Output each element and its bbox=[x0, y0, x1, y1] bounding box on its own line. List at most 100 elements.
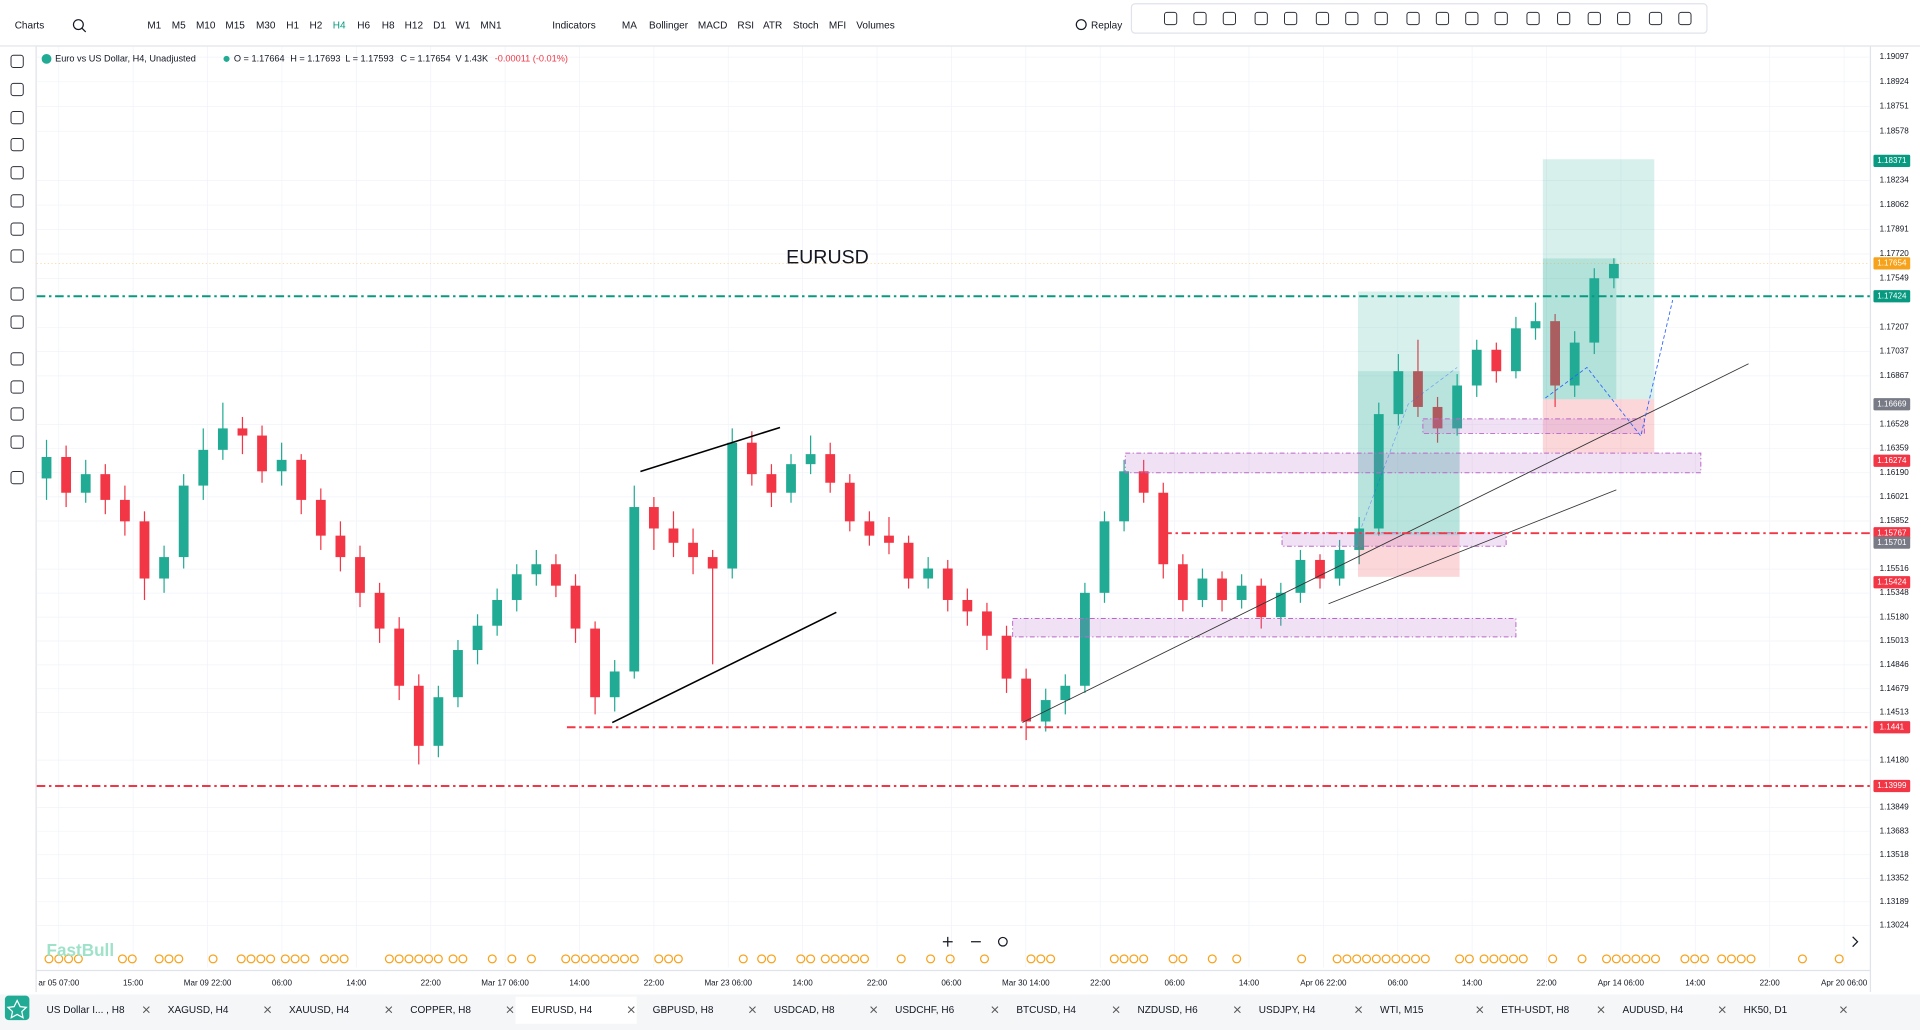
reset-view[interactable] bbox=[997, 936, 1008, 947]
timeframe-button[interactable]: D1 bbox=[433, 20, 446, 31]
event-icon bbox=[1479, 954, 1489, 964]
drawing-tool[interactable] bbox=[1406, 11, 1420, 26]
tab-close[interactable] bbox=[1718, 1006, 1726, 1014]
timeframe-button[interactable]: M1 bbox=[147, 20, 161, 31]
tab[interactable]: COPPER, H8 bbox=[410, 1005, 471, 1016]
drawing-tool[interactable] bbox=[1494, 11, 1508, 26]
tab-close[interactable] bbox=[506, 1006, 514, 1014]
tab[interactable]: GBPUSD, H8 bbox=[653, 1005, 714, 1016]
tab[interactable]: USDCHF, H6 bbox=[895, 1005, 955, 1016]
tab-close[interactable] bbox=[627, 1006, 635, 1014]
replay-button[interactable]: Replay bbox=[1091, 20, 1122, 31]
event-icon bbox=[54, 954, 64, 964]
tab[interactable]: USDCAD, H8 bbox=[774, 1005, 835, 1016]
timeframe-button[interactable]: H8 bbox=[382, 20, 395, 31]
study-button[interactable]: Stoch bbox=[793, 20, 819, 31]
zoom-in[interactable] bbox=[942, 936, 953, 947]
tab-close[interactable] bbox=[385, 1006, 393, 1014]
study-button[interactable]: MACD bbox=[698, 20, 728, 31]
timeframe-button[interactable]: W1 bbox=[455, 20, 470, 31]
drawing-tool[interactable] bbox=[1465, 11, 1479, 26]
drawing-tool[interactable] bbox=[1374, 11, 1388, 26]
tab-close[interactable] bbox=[749, 1006, 756, 1014]
left-tool[interactable] bbox=[10, 435, 24, 449]
drawing-tool[interactable] bbox=[1222, 11, 1237, 26]
tab-close[interactable] bbox=[1112, 1006, 1120, 1014]
left-tool[interactable] bbox=[10, 407, 24, 421]
left-tool[interactable] bbox=[10, 82, 24, 97]
drawing-tool[interactable] bbox=[1254, 11, 1268, 26]
timeframe-button[interactable]: M10 bbox=[196, 20, 216, 31]
study-button[interactable]: Bollinger bbox=[649, 20, 689, 31]
left-tool[interactable] bbox=[10, 54, 24, 68]
study-button[interactable]: RSI bbox=[737, 20, 754, 31]
tab[interactable]: XAGUSD, H4 bbox=[168, 1005, 229, 1016]
favorite-button[interactable] bbox=[4, 995, 30, 1021]
tab[interactable]: XAUUSD, H4 bbox=[289, 1005, 350, 1016]
tab[interactable]: EURUSD, H4 bbox=[531, 1005, 592, 1016]
drawing-tool[interactable] bbox=[1557, 11, 1571, 26]
event-icon bbox=[850, 954, 860, 964]
tab-close[interactable] bbox=[1840, 1006, 1847, 1014]
timeframe-button[interactable]: M15 bbox=[225, 20, 245, 31]
indicators-button[interactable]: Indicators bbox=[552, 20, 596, 31]
timeframe-button[interactable]: M30 bbox=[256, 20, 276, 31]
timeframe-button[interactable]: MN1 bbox=[480, 20, 502, 31]
drawing-tool[interactable] bbox=[1617, 11, 1631, 26]
left-tool[interactable] bbox=[10, 249, 24, 263]
event-icon bbox=[1797, 954, 1807, 964]
tab-close[interactable] bbox=[991, 1006, 999, 1014]
timeframe-button[interactable]: H2 bbox=[310, 20, 323, 31]
drawing-tool[interactable] bbox=[1284, 11, 1298, 26]
timeframe-button[interactable]: M5 bbox=[172, 20, 186, 31]
tab[interactable]: HK50, D1 bbox=[1744, 1005, 1788, 1016]
drawing-tool[interactable] bbox=[1435, 11, 1450, 26]
drawing-tool[interactable] bbox=[1678, 11, 1692, 26]
left-tool[interactable] bbox=[10, 137, 24, 152]
study-button[interactable]: MA bbox=[622, 20, 637, 31]
tab[interactable]: NZDUSD, H6 bbox=[1138, 1005, 1199, 1016]
tab-close[interactable] bbox=[1597, 1006, 1605, 1014]
drawing-tool[interactable] bbox=[1164, 11, 1178, 26]
tab-close[interactable] bbox=[870, 1006, 878, 1014]
timeframe-button[interactable]: H1 bbox=[286, 20, 299, 31]
left-tool[interactable] bbox=[10, 471, 24, 485]
drawing-tool[interactable] bbox=[1345, 11, 1359, 26]
left-tool[interactable] bbox=[10, 315, 24, 329]
left-tool[interactable] bbox=[10, 222, 24, 236]
search-icon[interactable] bbox=[72, 19, 84, 31]
scroll-right[interactable] bbox=[1852, 936, 1859, 948]
tab[interactable]: ETH-USDT, H8 bbox=[1501, 1005, 1569, 1016]
tab-close[interactable] bbox=[264, 1006, 271, 1014]
tab[interactable]: WTI, M15 bbox=[1380, 1005, 1424, 1016]
charts-menu[interactable]: Charts bbox=[15, 20, 45, 31]
tab[interactable]: USDJPY, H4 bbox=[1259, 1005, 1316, 1016]
left-tool[interactable] bbox=[10, 380, 24, 394]
timeframe-button[interactable]: H6 bbox=[357, 20, 370, 31]
left-tool[interactable] bbox=[10, 166, 24, 180]
drawing-tool[interactable] bbox=[1526, 11, 1540, 26]
drawing-tool[interactable] bbox=[1193, 11, 1207, 26]
left-tool[interactable] bbox=[10, 194, 24, 208]
timeframe-button[interactable]: H12 bbox=[405, 20, 424, 31]
left-tool[interactable] bbox=[10, 287, 24, 301]
event-icon bbox=[1690, 954, 1700, 964]
drawing-tool[interactable] bbox=[1587, 11, 1601, 26]
event-icon bbox=[507, 954, 517, 964]
drawing-tool[interactable] bbox=[1315, 11, 1330, 26]
tab[interactable]: US Dollar I... , H8 bbox=[47, 1005, 125, 1016]
study-button[interactable]: Volumes bbox=[856, 20, 894, 31]
tab[interactable]: BTCUSD, H4 bbox=[1016, 1005, 1076, 1016]
candle-body bbox=[844, 482, 855, 522]
drawing-tool[interactable] bbox=[1648, 11, 1663, 26]
tab-close[interactable] bbox=[142, 1006, 150, 1014]
timeframe-button[interactable]: H4 bbox=[333, 20, 346, 31]
study-button[interactable]: ATR bbox=[763, 20, 782, 31]
tab[interactable]: AUDUSD, H4 bbox=[1622, 1005, 1683, 1016]
study-button[interactable]: MFI bbox=[829, 20, 846, 31]
tab-close[interactable] bbox=[1355, 1006, 1362, 1014]
tab-close[interactable] bbox=[1476, 1006, 1484, 1014]
left-tool[interactable] bbox=[10, 352, 24, 366]
tab-close[interactable] bbox=[1233, 1006, 1241, 1014]
left-tool[interactable] bbox=[10, 111, 24, 125]
